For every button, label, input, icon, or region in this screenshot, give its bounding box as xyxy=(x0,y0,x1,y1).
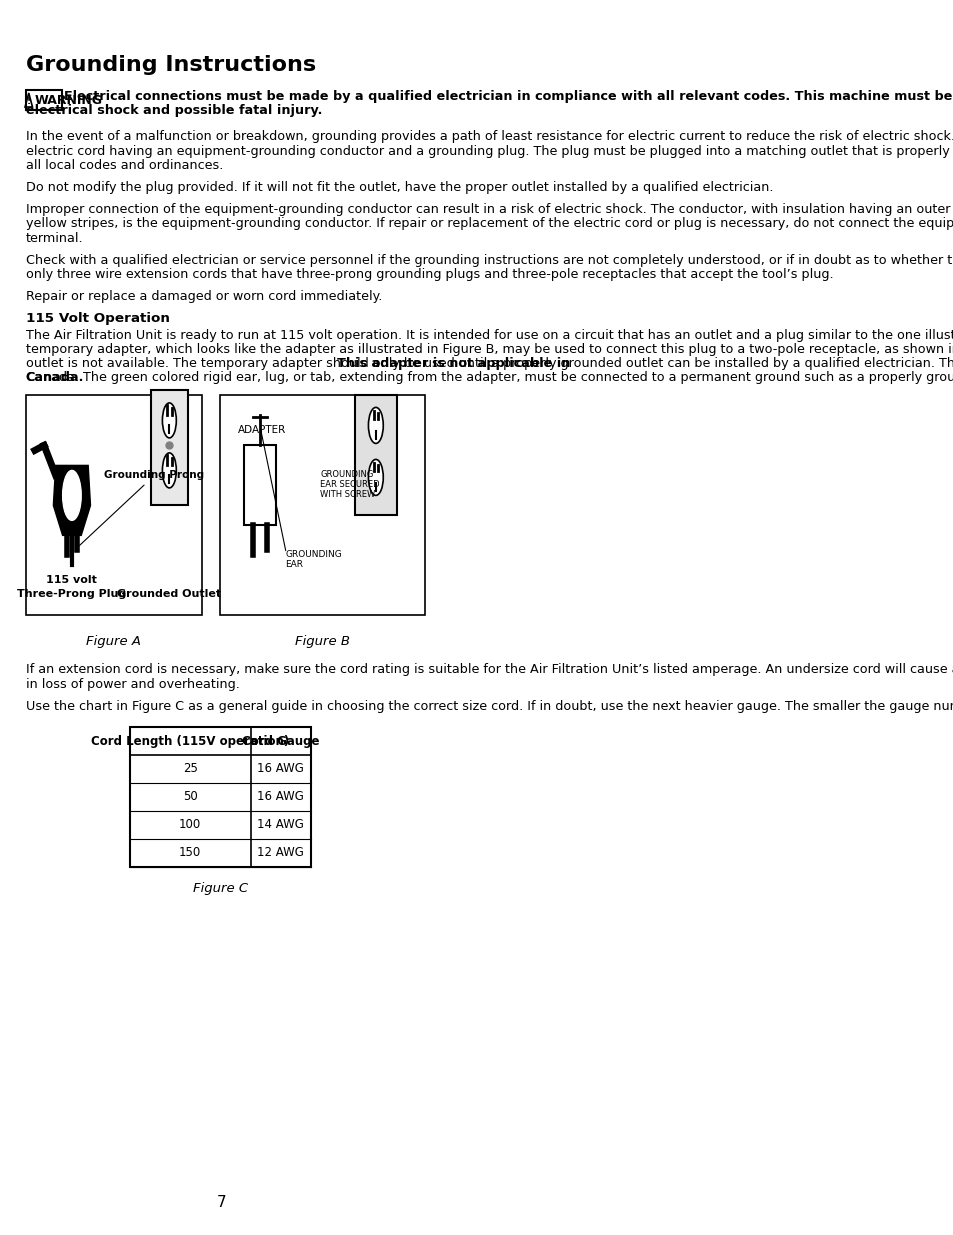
Text: 16 AWG: 16 AWG xyxy=(257,790,304,804)
Ellipse shape xyxy=(368,459,383,495)
Text: Repair or replace a damaged or worn cord immediately.: Repair or replace a damaged or worn cord… xyxy=(26,290,381,304)
Text: electrical shock and possible fatal injury.: electrical shock and possible fatal inju… xyxy=(26,104,321,117)
Ellipse shape xyxy=(63,471,81,520)
Text: Electrical connections must be made by a qualified electrician in compliance wit: Electrical connections must be made by a… xyxy=(64,90,953,103)
Text: 7: 7 xyxy=(216,1195,226,1210)
Bar xyxy=(130,727,311,867)
Text: !: ! xyxy=(27,98,30,106)
Ellipse shape xyxy=(162,453,176,488)
Polygon shape xyxy=(53,466,91,536)
Text: GROUNDING: GROUNDING xyxy=(320,471,374,479)
Bar xyxy=(243,446,275,525)
Text: 25: 25 xyxy=(183,762,197,776)
Text: The Air Filtration Unit is ready to run at 115 volt operation. It is intended fo: The Air Filtration Unit is ready to run … xyxy=(26,329,953,342)
Text: Grounded Outlet: Grounded Outlet xyxy=(117,589,221,599)
Text: WITH SCREW: WITH SCREW xyxy=(320,490,375,499)
Bar xyxy=(220,395,424,615)
Text: 16 AWG: 16 AWG xyxy=(257,762,304,776)
Bar xyxy=(26,90,62,110)
Bar xyxy=(355,395,396,515)
Text: Canada.: Canada. xyxy=(26,372,84,384)
Text: WARNING: WARNING xyxy=(34,94,103,106)
Text: Cord Gauge: Cord Gauge xyxy=(242,735,319,747)
Bar xyxy=(151,390,188,505)
Text: 14 AWG: 14 AWG xyxy=(257,819,304,831)
Bar xyxy=(26,395,202,615)
Text: Grounding Instructions: Grounding Instructions xyxy=(26,56,315,75)
Text: GROUNDING: GROUNDING xyxy=(285,551,342,559)
Text: in loss of power and overheating.: in loss of power and overheating. xyxy=(26,678,239,690)
Text: yellow stripes, is the equipment-grounding conductor. If repair or replacement o: yellow stripes, is the equipment-groundi… xyxy=(26,217,953,231)
Text: Grounding Prong: Grounding Prong xyxy=(76,471,204,548)
Text: 100: 100 xyxy=(179,819,201,831)
Text: terminal.: terminal. xyxy=(26,232,83,245)
Text: 12 AWG: 12 AWG xyxy=(257,846,304,860)
Text: all local codes and ordinances.: all local codes and ordinances. xyxy=(26,159,223,172)
Text: Figure B: Figure B xyxy=(294,635,350,648)
Text: Do not modify the plug provided. If it will not fit the outlet, have the proper : Do not modify the plug provided. If it w… xyxy=(26,182,772,194)
Text: electric cord having an equipment-grounding conductor and a grounding plug. The : electric cord having an equipment-ground… xyxy=(26,144,953,158)
Text: EAR SECURED: EAR SECURED xyxy=(320,480,379,489)
Ellipse shape xyxy=(162,403,176,438)
Text: Three-Prong Plug: Three-Prong Plug xyxy=(17,589,127,599)
Text: Figure A: Figure A xyxy=(86,635,141,648)
Text: only three wire extension cords that have three-prong grounding plugs and three-: only three wire extension cords that hav… xyxy=(26,268,832,282)
Text: 115 Volt Operation: 115 Volt Operation xyxy=(26,312,170,325)
Text: Canada. The green colored rigid ear, lug, or tab, extending from the adapter, mu: Canada. The green colored rigid ear, lug… xyxy=(26,372,953,384)
Text: In the event of a malfunction or breakdown, grounding provides a path of least r: In the event of a malfunction or breakdo… xyxy=(26,131,953,143)
Text: Use the chart in Figure C as a general guide in choosing the correct size cord. : Use the chart in Figure C as a general g… xyxy=(26,700,953,713)
Text: If an extension cord is necessary, make sure the cord rating is suitable for the: If an extension cord is necessary, make … xyxy=(26,663,953,677)
Text: EAR: EAR xyxy=(285,561,303,569)
Text: Improper connection of the equipment-grounding conductor can result in a risk of: Improper connection of the equipment-gro… xyxy=(26,204,953,216)
Ellipse shape xyxy=(368,408,383,443)
Text: ADAPTER: ADAPTER xyxy=(238,425,286,436)
Text: 50: 50 xyxy=(183,790,197,804)
Text: Figure C: Figure C xyxy=(193,882,248,895)
Text: Check with a qualified electrician or service personnel if the grounding instruc: Check with a qualified electrician or se… xyxy=(26,254,953,267)
Text: 150: 150 xyxy=(179,846,201,860)
Text: outlet is not available. The temporary adapter should only be used until a prope: outlet is not available. The temporary a… xyxy=(26,357,953,370)
Text: temporary adapter, which looks like the adapter as illustrated in Figure B, may : temporary adapter, which looks like the … xyxy=(26,343,953,356)
Text: Cord Length (115V operation): Cord Length (115V operation) xyxy=(91,735,289,747)
Text: This adapter is not applicable in: This adapter is not applicable in xyxy=(336,357,570,370)
Text: 115 volt: 115 volt xyxy=(47,576,97,585)
